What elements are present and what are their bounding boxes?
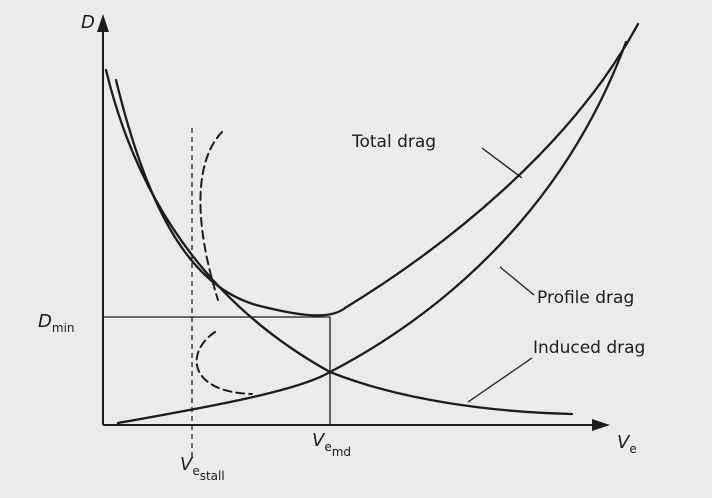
x-tick-vemd: Vemd <box>312 430 351 459</box>
x-axis-label: Ve <box>617 432 637 456</box>
x-tick-vestall: Vestall <box>180 454 225 483</box>
series-induced-drag <box>104 68 574 416</box>
label-induced-drag: Induced drag <box>533 338 645 358</box>
label-profile-drag: Profile drag <box>537 288 634 308</box>
stall-total-drag-dashed <box>199 131 223 301</box>
leader-profile-drag <box>499 266 535 296</box>
y-axis-arrow <box>97 14 109 32</box>
leader-induced-drag <box>467 357 533 403</box>
stall-induced-drag-dashed <box>195 331 253 395</box>
x-axis-arrow <box>592 419 610 431</box>
y-axis-label: D <box>81 12 95 33</box>
leader-total-drag <box>481 147 523 179</box>
series-profile-drag <box>116 40 628 425</box>
y-tick-dmin: Dmin <box>38 311 75 335</box>
label-total-drag: Total drag <box>351 132 436 152</box>
series-total-drag <box>114 22 640 317</box>
